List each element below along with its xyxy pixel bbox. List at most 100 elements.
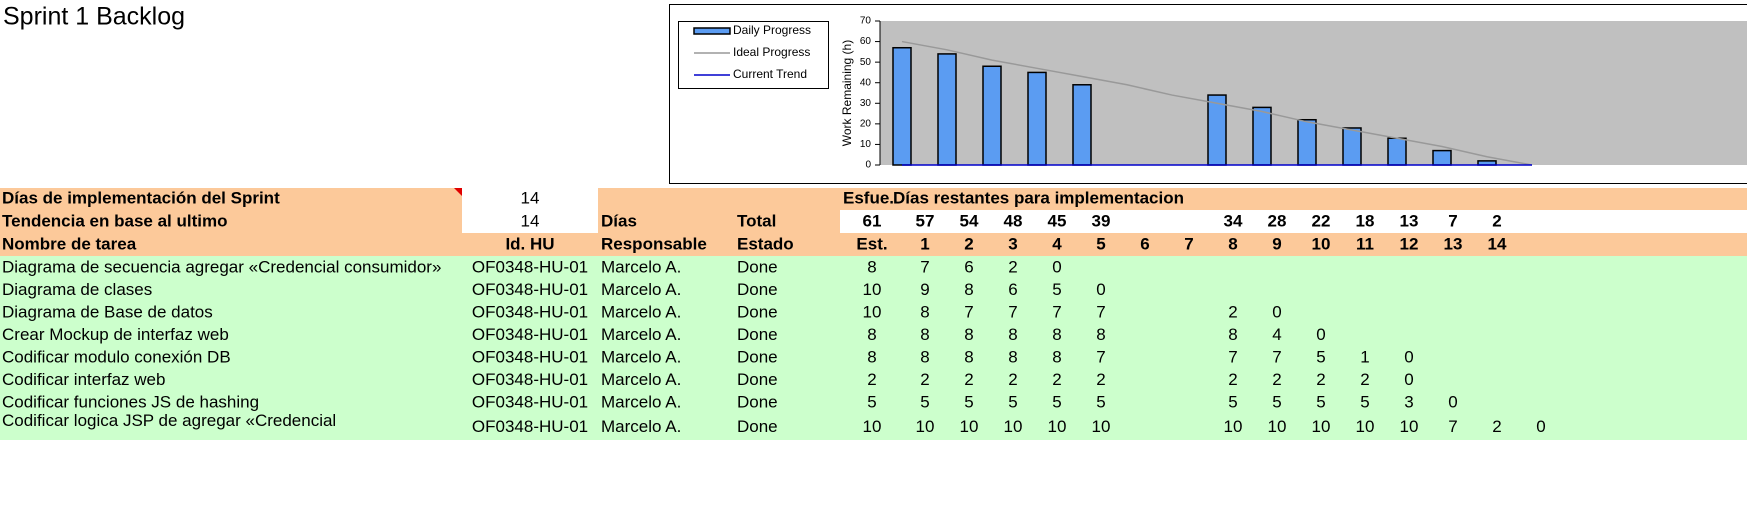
day-header: 14	[1488, 234, 1507, 253]
cell-bg	[0, 210, 462, 233]
remaining: 2	[1228, 370, 1237, 389]
remaining: 10	[1224, 417, 1243, 436]
day-header: 6	[1140, 234, 1149, 253]
status: Done	[737, 370, 778, 389]
label: Días restantes para implementacion	[893, 188, 1184, 207]
remaining: 3	[1404, 392, 1413, 411]
id-hu: OF0348-HU-01	[472, 280, 588, 299]
day-header: 4	[1052, 234, 1062, 253]
owner: Marcelo A.	[601, 257, 681, 276]
bar	[1207, 94, 1227, 166]
y-tick-label: 30	[860, 98, 872, 109]
estimate: 10	[863, 417, 882, 436]
total: 28	[1268, 211, 1287, 230]
remaining: 2	[964, 370, 973, 389]
day-header: 10	[1312, 234, 1331, 253]
total: 48	[1004, 211, 1023, 230]
total: 57	[916, 211, 935, 230]
day-header: 1	[920, 234, 929, 253]
remaining: 10	[1048, 417, 1067, 436]
day-header: 7	[1184, 234, 1193, 253]
owner: Marcelo A.	[601, 370, 681, 389]
header: Responsable	[601, 234, 707, 253]
remaining: 2	[920, 370, 929, 389]
remaining: 8	[1008, 325, 1017, 344]
remaining: 0	[1272, 302, 1281, 321]
remaining: 10	[960, 417, 979, 436]
remaining: 8	[1052, 325, 1061, 344]
remaining: 7	[1096, 302, 1105, 321]
total: 13	[1400, 211, 1419, 230]
owner: Marcelo A.	[601, 347, 681, 366]
legend-swatch	[693, 27, 731, 35]
remaining: 1	[1360, 347, 1369, 366]
remaining: 7	[920, 257, 929, 276]
day-header: 12	[1400, 234, 1419, 253]
total: 45	[1048, 211, 1067, 230]
remaining: 5	[1360, 392, 1369, 411]
remaining: 2	[1272, 370, 1281, 389]
remaining: 2	[1228, 302, 1237, 321]
legend-label: Ideal Progress	[733, 45, 810, 59]
status: Done	[737, 417, 778, 436]
remaining: 0	[1316, 325, 1325, 344]
remaining: 9	[920, 280, 929, 299]
bar	[1432, 149, 1452, 166]
value: 14	[521, 211, 540, 230]
remaining: 8	[920, 302, 929, 321]
owner: Marcelo A.	[601, 302, 681, 321]
comment-marker	[454, 188, 462, 196]
remaining: 10	[1092, 417, 1111, 436]
remaining: 0	[1448, 392, 1457, 411]
sheet-title: Sprint 1 Backlog	[3, 3, 185, 31]
legend-label: Current Trend	[733, 67, 807, 81]
header: Est.	[856, 234, 887, 253]
label: Tendencia en base al ultimo	[2, 211, 227, 230]
id-hu: OF0348-HU-01	[472, 370, 588, 389]
remaining: 0	[1404, 347, 1413, 366]
remaining: 5	[1316, 347, 1325, 366]
cell-bg	[598, 210, 840, 233]
estimate: 8	[867, 325, 876, 344]
y-axis-label: Work Remaining (h)	[840, 40, 854, 146]
line	[901, 40, 1533, 166]
total: 22	[1312, 211, 1331, 230]
remaining: 8	[964, 347, 973, 366]
total: 34	[1224, 211, 1243, 230]
remaining: 5	[1008, 392, 1017, 411]
status: Done	[737, 302, 778, 321]
estimate: 8	[867, 257, 876, 276]
remaining: 7	[1228, 347, 1237, 366]
bar	[1387, 137, 1407, 166]
remaining: 10	[1004, 417, 1023, 436]
task: Codificar funciones JS de hashing	[2, 392, 259, 411]
total: 39	[1092, 211, 1111, 230]
day-header: 3	[1008, 234, 1017, 253]
label: Días de implementación del Sprint	[2, 188, 280, 207]
remaining: 10	[1312, 417, 1331, 436]
remaining: 8	[964, 325, 973, 344]
remaining: 8	[1052, 347, 1061, 366]
bar	[982, 65, 1002, 166]
estimate: 8	[867, 347, 876, 366]
status: Done	[737, 280, 778, 299]
y-tick-label: 60	[860, 36, 872, 47]
remaining: 5	[920, 392, 929, 411]
remaining: 4	[1272, 325, 1281, 344]
remaining: 8	[920, 347, 929, 366]
label: Total	[737, 211, 776, 230]
remaining: 7	[1448, 417, 1457, 436]
bar	[1342, 127, 1362, 166]
remaining: 10	[916, 417, 935, 436]
header: Estado	[737, 234, 794, 253]
remaining: 8	[964, 280, 973, 299]
remaining: 5	[1096, 392, 1105, 411]
label: Días	[601, 211, 637, 230]
day-header: 5	[1096, 234, 1105, 253]
task: Codificar logica JSP de agregar «Credenc…	[2, 411, 336, 430]
remaining: 8	[1228, 325, 1237, 344]
bar	[1072, 84, 1092, 166]
remaining: 7	[1008, 302, 1017, 321]
estimate: 5	[867, 392, 876, 411]
estimate: 10	[863, 302, 882, 321]
